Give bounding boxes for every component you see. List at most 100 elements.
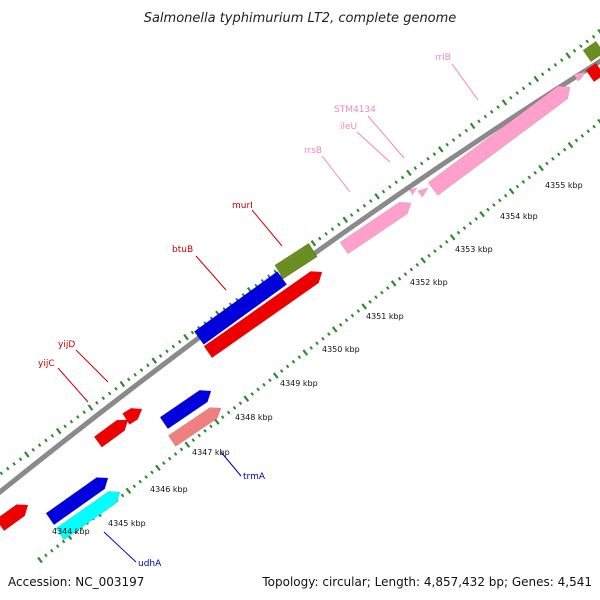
tick-label-group: 4344 kbp 4345 kbp 4346 kbp 4347 kbp 4348 kbp… (52, 181, 583, 536)
gene-label-rrlB[interactable]: rrlB (435, 53, 451, 63)
tick-label-4353-kbp: 4353 kbp (455, 245, 493, 254)
gene-feature-murI[interactable] (274, 242, 318, 280)
major-tick (406, 169, 412, 177)
minor-tick (464, 128, 469, 133)
minor-tick (250, 392, 254, 396)
minor-tick (139, 368, 144, 372)
minor-tick (101, 396, 106, 401)
minor-tick (126, 377, 131, 382)
gene-label-STM4134[interactable]: STM4134 (334, 105, 376, 115)
minor-tick (50, 548, 54, 553)
tick-label-4351-kbp: 4351 kbp (366, 312, 404, 321)
major-tick (501, 99, 508, 106)
leader-line-rrlB (451, 63, 479, 101)
gene-label-rrsB[interactable]: rrsB (304, 146, 322, 156)
minor-tick (285, 364, 290, 369)
minor-tick (362, 203, 367, 208)
gene-feature-STM4134[interactable] (417, 187, 429, 198)
gene-feature-red-long[interactable] (203, 271, 323, 359)
minor-tick (580, 133, 585, 138)
minor-tick (403, 272, 408, 277)
minor-tick (444, 239, 449, 244)
gene-label-btuB[interactable]: btuB (172, 245, 193, 255)
minor-tick (318, 236, 322, 241)
gene-feature-rrsB[interactable] (339, 201, 412, 255)
minor-tick (527, 175, 532, 180)
minor-tick (486, 207, 490, 212)
gene-label-trmA[interactable]: trmA (243, 472, 266, 482)
minor-tick (220, 415, 225, 419)
minor-tick (483, 114, 488, 119)
inner-tick-ring (37, 118, 600, 564)
minor-tick (419, 161, 424, 166)
gene-feature-pink-small[interactable] (573, 71, 587, 82)
minor-tick (165, 349, 169, 354)
tick-label-4344-kbp: 4344 kbp (52, 527, 90, 536)
minor-tick (409, 267, 414, 272)
major-tick (24, 451, 30, 458)
minor-tick (574, 138, 579, 143)
gene-feature-trmA[interactable] (159, 389, 212, 430)
minor-tick (291, 359, 296, 364)
gene-feature-udhA[interactable] (55, 491, 121, 541)
gene-label-yijD[interactable]: yijD (58, 340, 75, 350)
minor-tick (132, 484, 137, 489)
minor-tick (415, 263, 420, 267)
minor-tick (55, 544, 60, 549)
gene-feature-ileU[interactable] (407, 187, 418, 197)
gene-feature-yijC[interactable] (93, 419, 129, 448)
minor-tick (426, 156, 430, 161)
minor-tick (162, 461, 166, 466)
gene-feature-yijD[interactable] (122, 407, 143, 425)
minor-tick (273, 269, 277, 274)
gene-feature-olive-right[interactable] (582, 40, 600, 63)
gene-feature-btuB[interactable] (193, 271, 288, 345)
minor-tick (120, 493, 125, 498)
minor-tick (381, 189, 386, 194)
major-tick (272, 372, 279, 379)
minor-tick (586, 129, 590, 134)
minor-tick (12, 462, 16, 466)
major-tick (331, 326, 338, 333)
minor-tick (521, 86, 526, 91)
major-tick (565, 52, 571, 59)
minor-tick (496, 105, 500, 109)
leader-line-ileU (356, 131, 391, 163)
minor-tick (456, 230, 461, 235)
tick-label-4354-kbp: 4354 kbp (500, 212, 538, 221)
minor-tick (579, 44, 583, 48)
minor-tick (521, 180, 526, 184)
minor-tick (551, 157, 555, 161)
minor-tick (356, 208, 360, 213)
minor-tick (338, 322, 343, 327)
leader-line-btuB (195, 255, 227, 291)
minor-tick (37, 443, 42, 448)
gene-feature-salmon[interactable] (167, 407, 222, 447)
minor-tick (158, 354, 163, 358)
minor-tick (556, 152, 561, 157)
gene-label-murI[interactable]: murI (232, 201, 253, 211)
minor-tick (114, 386, 118, 391)
gene-label-udhA[interactable]: udhA (138, 559, 162, 569)
minor-tick (515, 184, 520, 189)
major-tick (597, 118, 600, 124)
gene-feature-rrlB[interactable] (427, 85, 571, 196)
minor-tick (0, 471, 4, 476)
gene-feature-left[interactable] (0, 504, 29, 532)
minor-tick (146, 363, 150, 368)
gene-feature-blue-lower[interactable] (45, 477, 109, 526)
major-tick (310, 240, 317, 247)
major-tick (420, 257, 426, 264)
minor-tick (191, 438, 196, 443)
leader-line-trmA (220, 451, 242, 477)
gene-label-yijC[interactable]: yijC (38, 359, 55, 369)
minor-tick (368, 299, 372, 304)
minor-tick (445, 142, 449, 147)
minor-tick (462, 226, 467, 230)
gene-feature-red-right[interactable] (585, 62, 600, 83)
minor-tick (267, 274, 271, 279)
gene-label-ileU[interactable]: ileU (340, 122, 357, 132)
minor-tick (562, 147, 567, 152)
minor-tick (18, 457, 23, 462)
